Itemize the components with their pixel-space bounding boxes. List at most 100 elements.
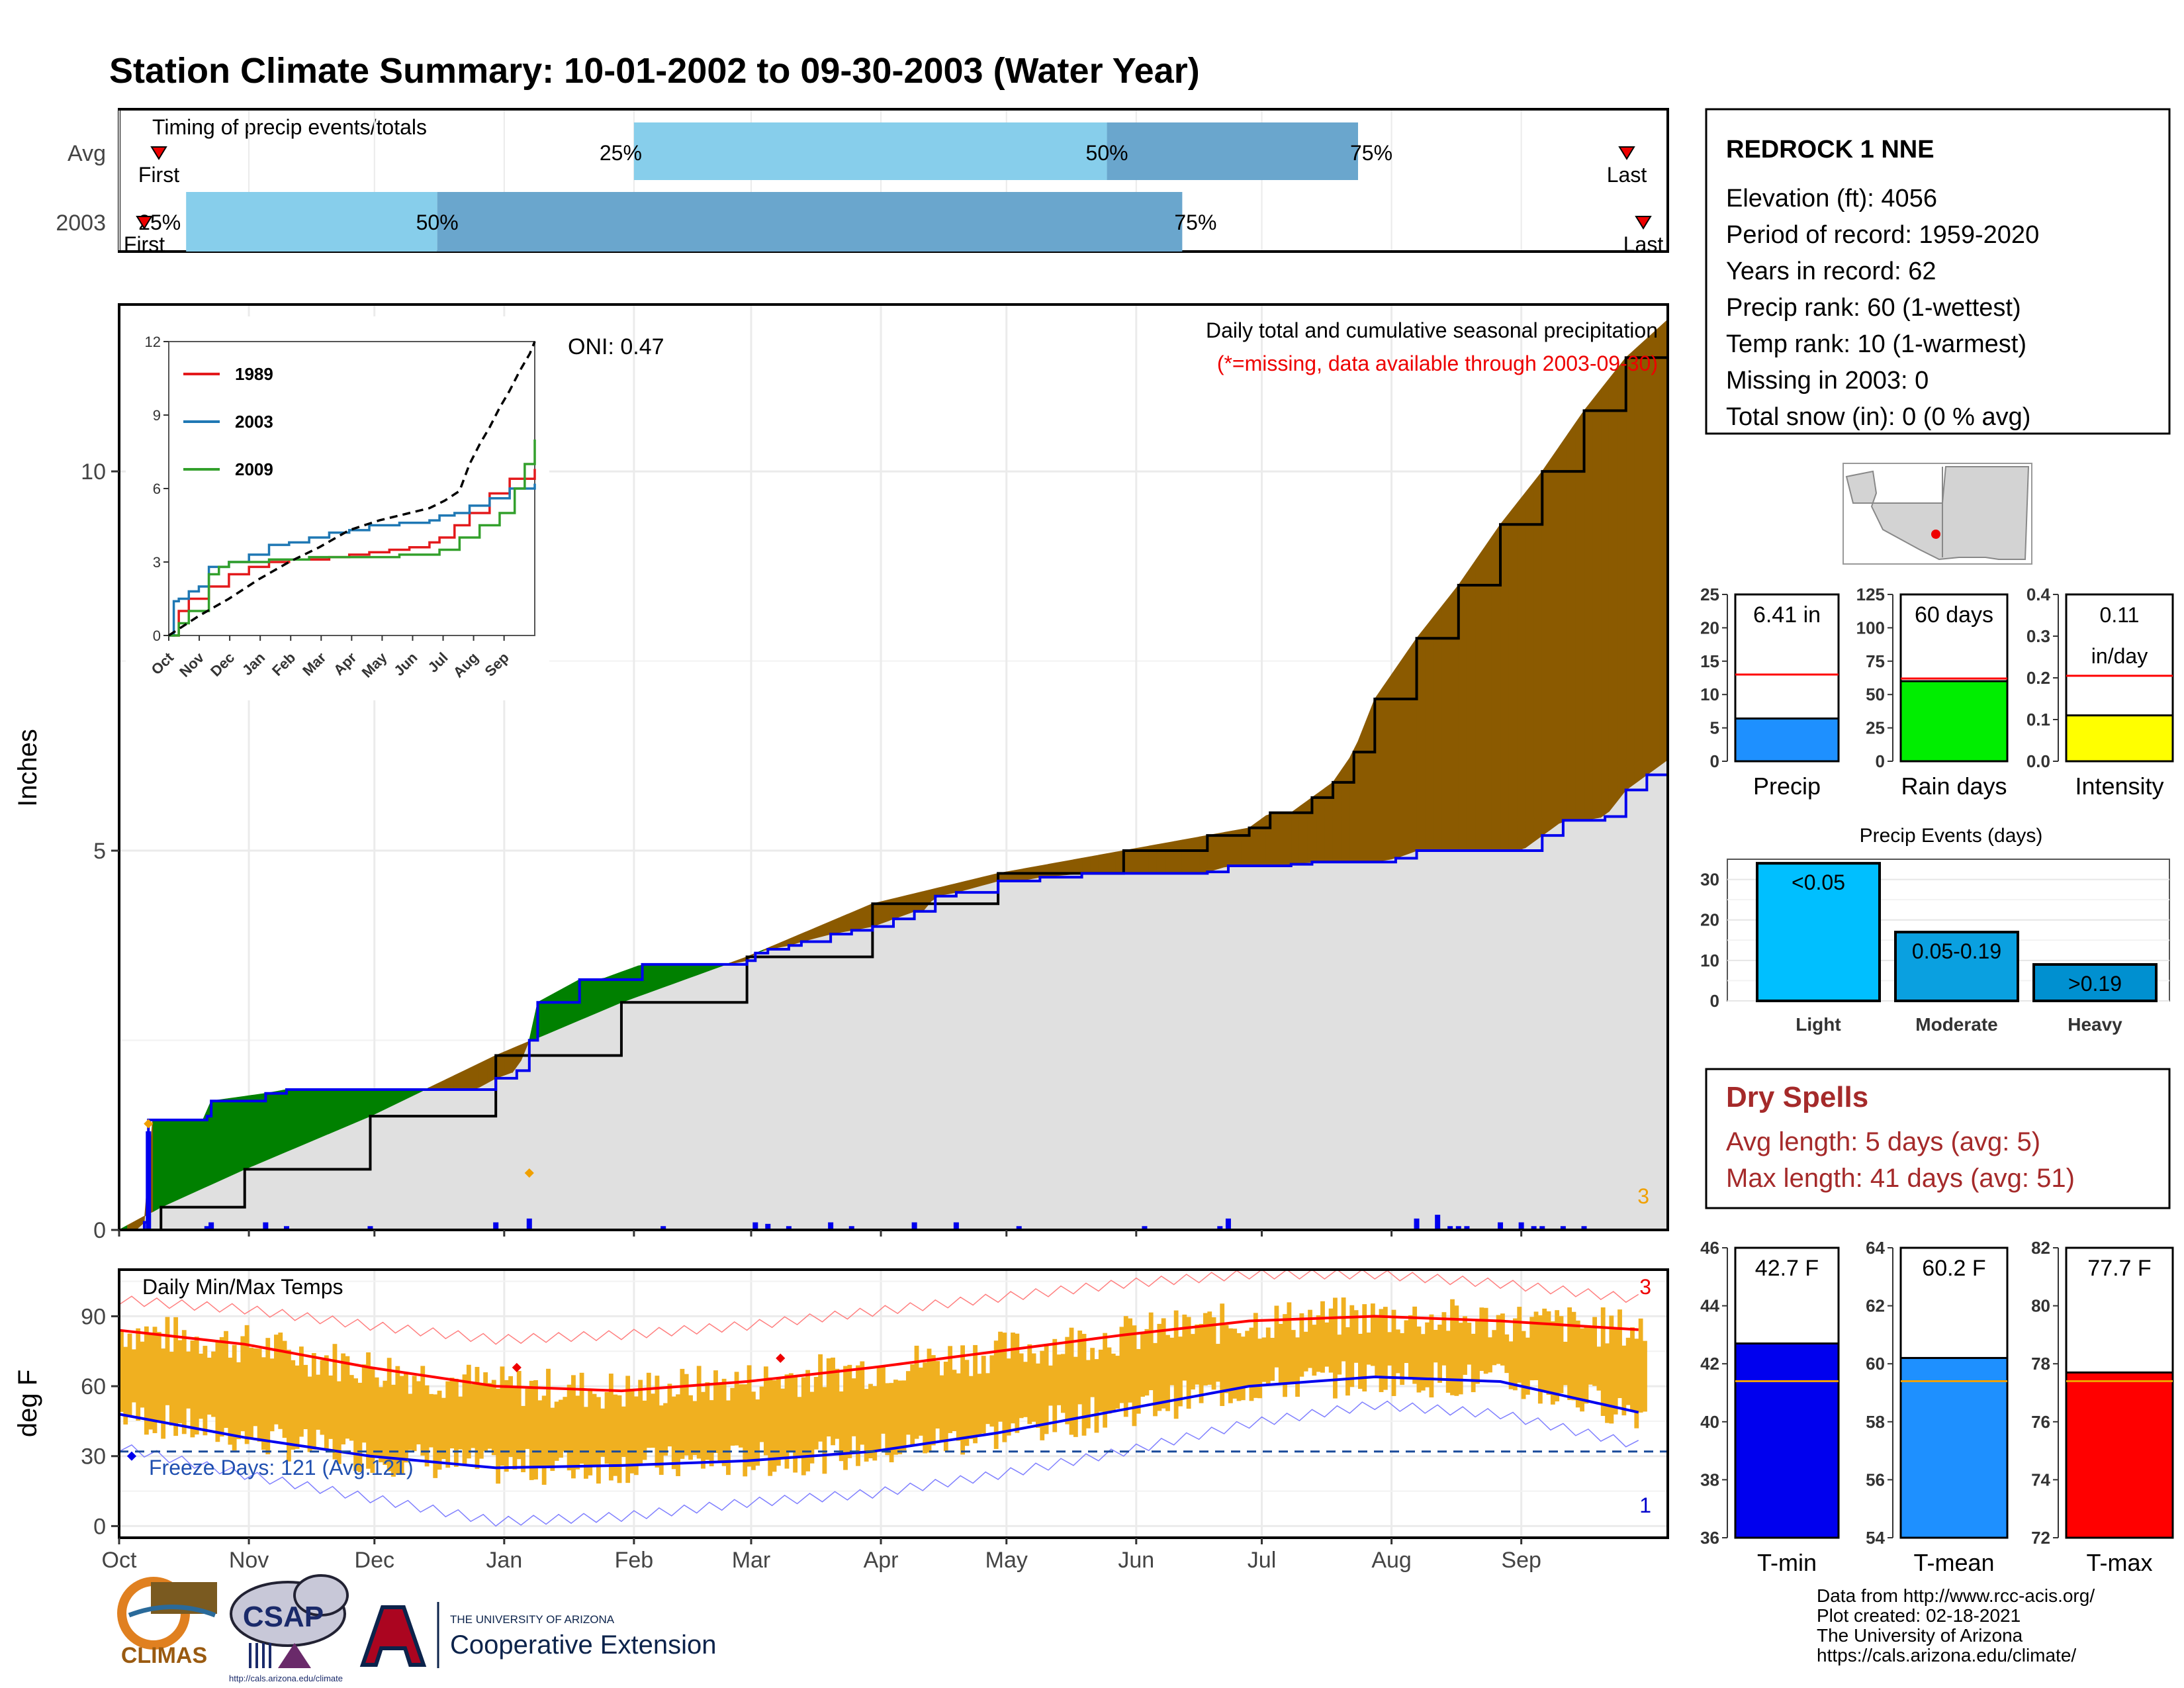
- inset-y-tick-label: 3: [153, 554, 161, 571]
- timing-first-marker: [150, 146, 167, 160]
- inset-series-line-Avg: [168, 341, 536, 637]
- precip-daily-bar: [1414, 1218, 1420, 1230]
- dry-spells-max: Max length: 41 days (avg: 51): [1726, 1164, 2075, 1193]
- mini-y-tick-label: 76: [2031, 1412, 2050, 1432]
- temp-daily-range-bar: [608, 1374, 614, 1481]
- temp-daily-range-bar: [291, 1360, 296, 1450]
- temp-daily-range-bar: [483, 1372, 488, 1452]
- mini-y-tick-label: 50: [1866, 684, 1885, 704]
- precip-daily-bar: [1435, 1215, 1441, 1230]
- temp-daily-range-bar: [1479, 1307, 1484, 1372]
- temp-daily-range-bar: [1341, 1297, 1346, 1362]
- station-temp-rank: Temp rank: 10 (1-warmest): [1726, 330, 2026, 358]
- temp-daily-range-bar: [1048, 1365, 1053, 1406]
- temp-daily-range-bar: [1513, 1318, 1518, 1391]
- temp-daily-range-bar: [910, 1364, 915, 1446]
- mini-bar-value-label: 60 days: [1915, 602, 1993, 628]
- temp-daily-range-bar: [186, 1351, 191, 1409]
- timing-q25-label: 25%: [600, 141, 642, 165]
- temp-daily-range-bar: [1533, 1311, 1539, 1380]
- temp-daily-range-bar: [303, 1364, 308, 1429]
- footer-logos: CLIMAS CSAP http://cals.arizona.edu/clim…: [117, 1574, 716, 1683]
- precip-corner-count: 3: [1637, 1184, 1649, 1208]
- temp-daily-range-bar: [408, 1393, 413, 1450]
- mini-y-tick-label: 0.3: [2026, 626, 2050, 646]
- temp-daily-range-bar: [420, 1366, 426, 1456]
- mini-y-tick-label: 54: [1866, 1528, 1885, 1548]
- temp-daily-range-bar: [1065, 1336, 1070, 1425]
- temp-daily-range-bar: [475, 1366, 480, 1470]
- temp-daily-range-bar: [1500, 1313, 1505, 1366]
- temp-daily-range-bar: [705, 1382, 710, 1460]
- events-category-label: Light: [1796, 1014, 1841, 1035]
- mini-bar-value-label: 60.2 F: [1922, 1256, 1985, 1281]
- temp-daily-range-bar: [592, 1393, 597, 1466]
- temp-daily-range-bar: [215, 1342, 220, 1442]
- mini-y-tick-label: 0.2: [2026, 668, 2050, 688]
- precip-panel: 0 5 10 Inches Daily total and cumulative s…: [13, 303, 1669, 1243]
- mini-y-tick-label: 0.1: [2026, 710, 2050, 729]
- temp-daily-range-bar: [1445, 1331, 1451, 1393]
- temp-daily-range-bar: [1521, 1331, 1526, 1399]
- temp-daily-range-bar: [713, 1370, 718, 1453]
- precip-chart-subtitle: (*=missing, data available through 2003-…: [1217, 352, 1658, 375]
- temp-daily-range-bar: [1555, 1310, 1560, 1402]
- temp-daily-range-bar: [1324, 1322, 1330, 1367]
- mini-y-tick-label: 25: [1866, 718, 1885, 738]
- temp-daily-range-bar: [730, 1387, 735, 1446]
- temp-daily-range-bar: [981, 1356, 986, 1434]
- temp-daily-range-bar: [1488, 1337, 1492, 1373]
- temp-daily-range-bar: [1173, 1310, 1179, 1419]
- temp-daily-range-bar: [236, 1362, 241, 1440]
- precip-daily-bar: [493, 1222, 499, 1230]
- temp-daily-range-bar: [190, 1340, 195, 1438]
- events-category-label: Heavy: [2068, 1014, 2122, 1035]
- temp-daily-range-bar: [1081, 1334, 1087, 1436]
- temp-daily-range-bar: [1303, 1331, 1308, 1372]
- temp-daily-range-bar: [701, 1391, 705, 1469]
- temp-daily-range-bar: [1261, 1337, 1267, 1382]
- events-y-tick-label: 30: [1700, 870, 1719, 890]
- temp-daily-range-bar: [743, 1384, 748, 1477]
- precip-daily-bar: [1539, 1226, 1545, 1230]
- temp-daily-range-bar: [1349, 1305, 1355, 1387]
- temp-daily-range-bar: [943, 1362, 948, 1452]
- temp-y-axis: 0 30 60 90: [81, 1304, 119, 1539]
- mini-y-tick-label: 64: [1866, 1238, 1885, 1258]
- temp-daily-range-bar: [1136, 1348, 1141, 1414]
- inset-y-tick-label: 9: [153, 407, 161, 424]
- mini-bar-value: [2065, 714, 2174, 763]
- temp-daily-range-bar: [797, 1397, 802, 1458]
- precip-average-cumulative-line: [119, 319, 1669, 1231]
- events-bar: [1756, 862, 1881, 1002]
- temp-daily-range-bar: [1412, 1306, 1418, 1384]
- temp-daily-range-bar: [199, 1353, 203, 1419]
- temp-daily-range-bar: [818, 1354, 823, 1442]
- mini-y-tick-label: 0: [1710, 751, 1719, 771]
- mini-y-tick-label: 40: [1700, 1412, 1719, 1432]
- temp-y-label: deg F: [13, 1370, 42, 1437]
- temp-daily-range-bar: [663, 1403, 668, 1456]
- temp-daily-range-bar: [399, 1376, 404, 1474]
- mini-y-tick-label: 60: [1866, 1354, 1885, 1374]
- temp-daily-range-bar: [1224, 1325, 1229, 1393]
- precip-daily-bar: [1531, 1226, 1537, 1230]
- freeze-days-label: Freeze Days: 121 (Avg.121): [149, 1456, 414, 1479]
- temp-daily-range-bar: [1617, 1309, 1622, 1399]
- inset-series-line-2003: [169, 483, 536, 637]
- temp-daily-range-bar: [144, 1326, 149, 1435]
- temp-daily-range-bar: [1019, 1353, 1024, 1419]
- precip-y-label: Inches: [13, 729, 42, 807]
- temp-y-tick-label: 60: [81, 1374, 106, 1399]
- temp-daily-range-bar: [1483, 1307, 1488, 1374]
- temp-daily-range-bar: [554, 1401, 559, 1461]
- footer-url: https://cals.arizona.edu/climate/: [1817, 1645, 2076, 1665]
- timing-first-label: First: [138, 163, 179, 187]
- temp-y-tick-label: 90: [81, 1304, 106, 1329]
- precip-max-marker: [144, 1119, 154, 1129]
- dry-spells-frame: [1705, 1068, 2171, 1209]
- temp-daily-range-bar: [629, 1388, 635, 1474]
- temp-daily-range-bar: [508, 1376, 513, 1458]
- temp-daily-range-bar: [1529, 1317, 1535, 1381]
- temp-daily-range-bar: [1178, 1336, 1183, 1407]
